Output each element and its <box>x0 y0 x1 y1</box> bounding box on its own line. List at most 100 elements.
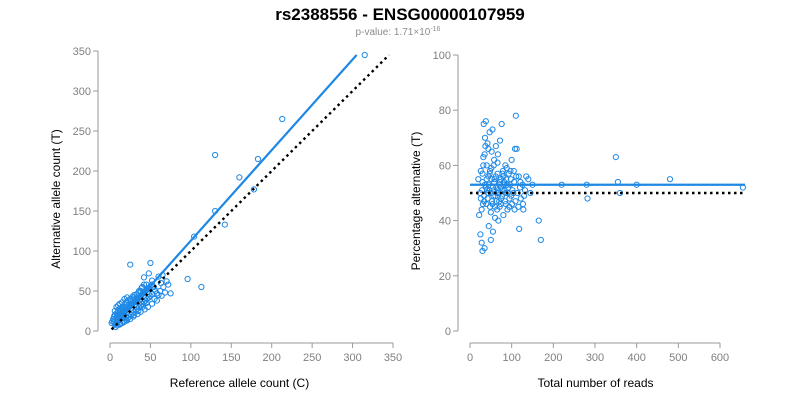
data-point <box>476 211 483 219</box>
data-point <box>477 195 484 202</box>
x-tick-label: 50 <box>144 352 156 364</box>
data-point <box>485 223 492 230</box>
y-tick-label: 60 <box>439 160 451 172</box>
data-point <box>143 299 150 307</box>
data-point <box>236 174 243 181</box>
data-point <box>115 310 122 317</box>
data-point <box>488 198 496 205</box>
data-point <box>495 217 502 224</box>
data-point <box>502 162 509 169</box>
y-axis-label: Alternative allele count (T) <box>49 129 63 268</box>
data-point <box>494 170 501 177</box>
data-point <box>478 206 485 213</box>
data-point <box>488 165 495 172</box>
data-point <box>114 302 122 309</box>
data-point <box>497 176 504 183</box>
data-point <box>499 167 507 175</box>
x-tick-label: 0 <box>467 352 473 364</box>
data-point <box>485 173 492 180</box>
data-point <box>140 274 148 281</box>
x-tick-label: 150 <box>222 352 240 364</box>
data-point <box>515 173 522 180</box>
y-tick-label: 150 <box>73 206 91 218</box>
data-point <box>481 134 489 141</box>
chart-subtitle: p-value: 1.71×10-16 <box>356 26 441 38</box>
y-tick-label: 100 <box>73 246 91 258</box>
data-point <box>140 281 148 288</box>
data-point <box>501 198 509 205</box>
data-point <box>494 187 502 194</box>
data-point <box>482 118 489 125</box>
data-point <box>512 112 519 119</box>
fit-line <box>110 54 358 331</box>
data-point <box>515 203 522 210</box>
data-point <box>158 292 165 299</box>
y-tick-label: 100 <box>433 50 451 62</box>
y-tick-label: 20 <box>439 271 451 283</box>
data-point <box>501 187 508 194</box>
data-point <box>486 129 493 136</box>
chart-title: rs2388556 - ENSG00000107959 <box>275 5 525 24</box>
data-point <box>479 200 487 208</box>
data-point <box>616 189 624 197</box>
data-point <box>479 170 486 177</box>
y-tick-label: 50 <box>79 286 91 298</box>
data-point <box>487 236 494 244</box>
data-point <box>488 148 495 155</box>
data-point <box>477 231 484 238</box>
x-tick-label: 0 <box>107 352 113 364</box>
data-point <box>510 189 517 197</box>
x-tick-label: 100 <box>182 352 200 364</box>
y-tick-label: 300 <box>73 86 91 98</box>
data-point <box>155 291 162 299</box>
y-tick-label: 0 <box>85 326 91 338</box>
data-point <box>516 225 523 232</box>
data-point <box>482 142 489 150</box>
data-point <box>120 319 127 326</box>
data-point <box>184 275 191 283</box>
data-point <box>498 120 505 128</box>
data-point <box>489 228 497 235</box>
x-tick-label: 300 <box>586 352 604 364</box>
data-point <box>491 176 498 183</box>
data-point <box>510 167 517 175</box>
x-tick-label: 200 <box>544 352 562 364</box>
data-point <box>525 176 532 183</box>
data-point <box>480 162 487 169</box>
data-point <box>153 297 160 304</box>
y-tick-label: 40 <box>439 216 451 228</box>
data-point <box>483 162 490 169</box>
data-point <box>512 198 519 205</box>
x-tick-label: 500 <box>669 352 687 364</box>
data-point <box>163 278 170 285</box>
data-point <box>145 294 152 301</box>
data-point <box>150 283 157 291</box>
data-point <box>508 156 515 163</box>
data-point <box>513 173 520 180</box>
data-point <box>127 261 134 268</box>
data-point <box>517 195 524 202</box>
data-point <box>537 236 544 244</box>
p-value-text: p-value: 1.71×10 <box>356 27 431 38</box>
data-point <box>113 303 120 311</box>
data-point <box>136 300 143 307</box>
data-point <box>494 151 502 158</box>
data-point <box>487 209 494 216</box>
data-point <box>481 151 488 158</box>
data-point <box>160 283 167 291</box>
data-point <box>481 245 488 252</box>
data-point <box>491 156 498 163</box>
data-point <box>492 142 499 150</box>
data-point <box>493 198 500 205</box>
data-point <box>161 289 169 296</box>
data-point <box>190 233 198 240</box>
x-axis-label: Reference allele count (C) <box>170 376 309 390</box>
data-point <box>535 217 542 224</box>
y-tick-label: 250 <box>73 126 91 138</box>
data-point <box>500 211 507 219</box>
data-point <box>496 203 503 210</box>
data-point <box>496 137 504 144</box>
x-tick-label: 600 <box>711 352 729 364</box>
data-point <box>212 151 219 159</box>
data-point <box>612 154 619 161</box>
